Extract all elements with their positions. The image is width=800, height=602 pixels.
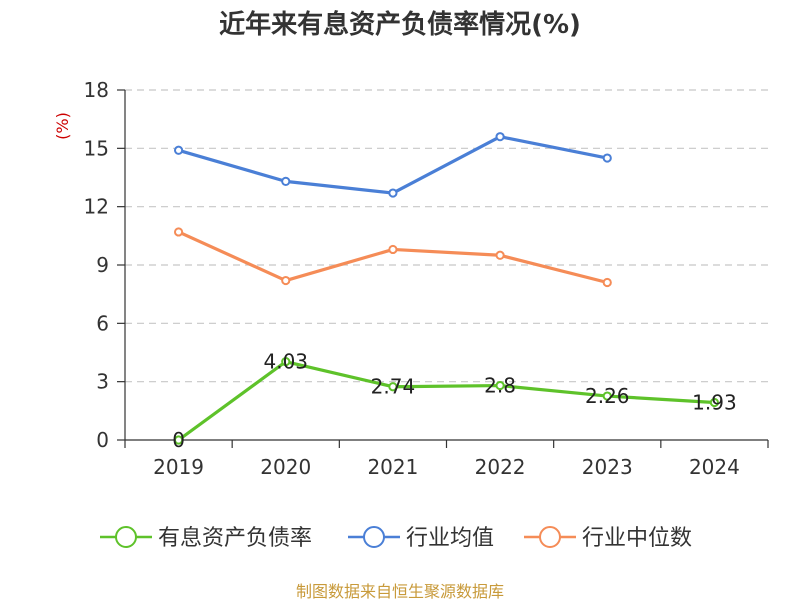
data-label: 2.74 <box>371 375 416 399</box>
y-tick-label: 15 <box>84 136 109 160</box>
y-tick-label: 12 <box>84 195 109 219</box>
data-point <box>388 244 398 255</box>
data-point <box>281 357 291 367</box>
y-tick-label: 18 <box>84 78 109 102</box>
data-point <box>495 132 505 142</box>
data-label: 1.93 <box>692 390 737 414</box>
data-point <box>495 380 505 391</box>
data-label: 4.03 <box>263 350 308 374</box>
y-tick-label: 0 <box>96 428 109 452</box>
data-label: 2.8 <box>484 374 516 398</box>
series-line <box>178 135 608 195</box>
legend-label: 行业均值 <box>406 526 494 551</box>
data-point <box>173 435 184 445</box>
data-point <box>709 397 720 408</box>
data-point <box>173 227 184 237</box>
data-label: 0 <box>172 428 185 452</box>
y-tick-label: 9 <box>96 253 109 277</box>
legend-marker <box>539 526 561 548</box>
y-tick-label: 6 <box>96 311 109 335</box>
legend-marker <box>115 526 137 548</box>
y-axis-label: (%) <box>53 112 72 140</box>
legend-label: 行业中位数 <box>582 526 692 551</box>
series-line <box>177 360 715 442</box>
x-tick-label: 2020 <box>260 455 311 479</box>
chart-title: 近年来有息资产负债率情况(%) <box>219 10 581 40</box>
x-tick-label: 2022 <box>475 455 526 479</box>
x-tick-label: 2021 <box>367 455 418 479</box>
data-point <box>602 153 612 163</box>
data-point <box>388 382 398 392</box>
data-point <box>602 277 612 288</box>
data-point <box>602 391 612 401</box>
data-label: 2.26 <box>585 384 630 408</box>
data-point <box>281 176 291 186</box>
y-tick-label: 3 <box>96 370 109 394</box>
x-tick-label: 2019 <box>153 455 204 479</box>
x-tick-label: 2023 <box>582 455 633 479</box>
legend-marker <box>363 526 385 548</box>
source-note: 制图数据来自恒生聚源数据库 <box>295 582 504 601</box>
series-line <box>177 230 608 285</box>
x-tick-label: 2024 <box>689 455 740 479</box>
legend-label: 有息资产负债率 <box>158 526 312 551</box>
data-point <box>495 250 505 260</box>
data-point <box>388 188 398 198</box>
data-point <box>281 275 291 286</box>
data-point <box>173 145 184 155</box>
